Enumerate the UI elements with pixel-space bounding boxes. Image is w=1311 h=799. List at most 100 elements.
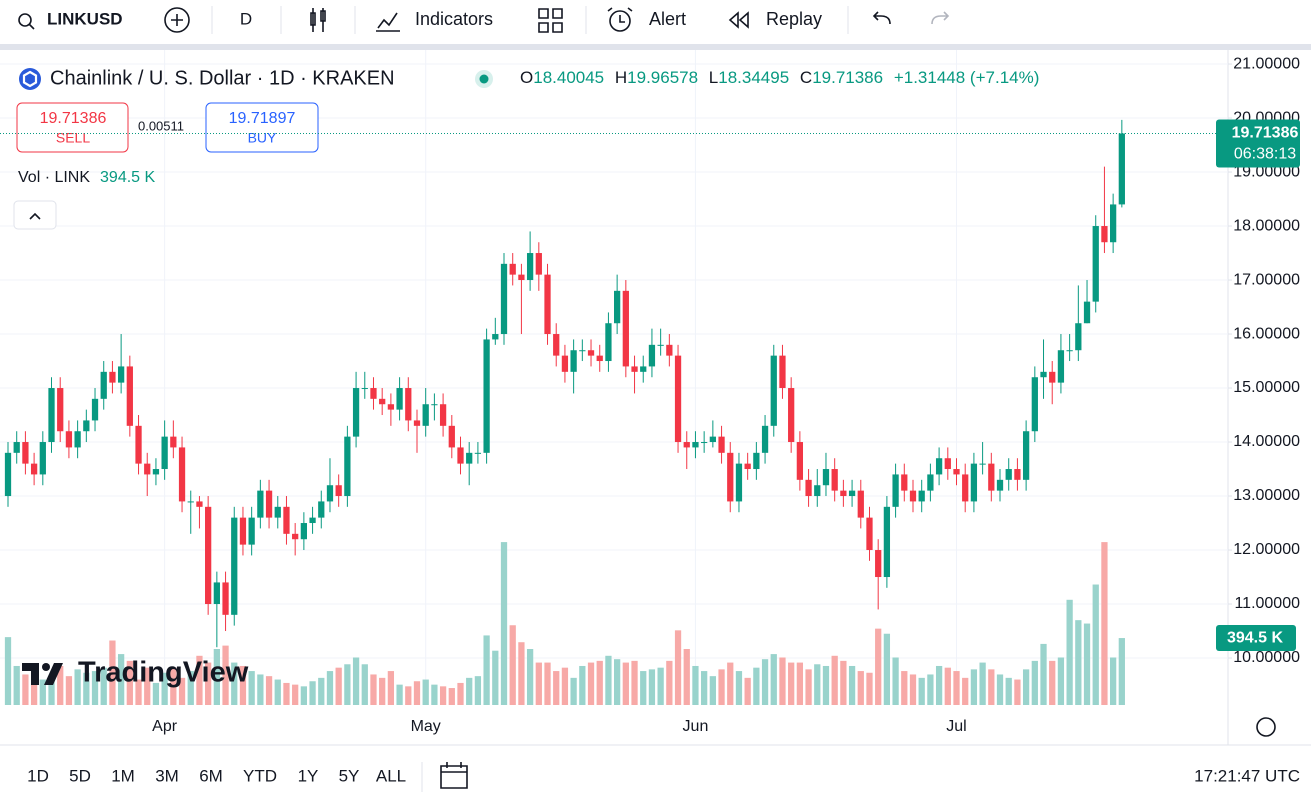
- volume-bar: [431, 684, 438, 705]
- range-button[interactable]: 1Y: [298, 766, 319, 785]
- candle-body: [779, 355, 786, 389]
- volume-tag-label: 394.5 K: [1227, 629, 1283, 646]
- date-range-button[interactable]: [440, 762, 468, 789]
- y-tick-label: 11.00000: [1234, 595, 1300, 612]
- candle-body: [909, 490, 917, 502]
- sell-button[interactable]: [16, 102, 129, 153]
- volume-bar: [109, 640, 116, 705]
- candle-body: [587, 350, 595, 356]
- range-button[interactable]: 5Y: [339, 766, 360, 785]
- candle-body: [1092, 226, 1099, 302]
- volume-bar: [439, 686, 447, 705]
- candle-body: [344, 436, 351, 497]
- volume-bar: [1083, 623, 1091, 705]
- settings-button[interactable]: [1256, 717, 1276, 737]
- volume-bar: [692, 665, 699, 705]
- chart-type-button[interactable]: [310, 8, 326, 32]
- range-button[interactable]: YTD: [243, 766, 277, 785]
- candle-body: [1066, 350, 1073, 352]
- candle-body: [683, 442, 690, 448]
- range-button[interactable]: 5D: [69, 766, 91, 785]
- candle-body: [1031, 377, 1038, 432]
- buy-button[interactable]: [205, 102, 319, 153]
- candle-body: [518, 274, 525, 281]
- search-icon[interactable]: [18, 13, 32, 27]
- logo-text: TradingView: [78, 657, 249, 689]
- legend: Chainlink / U. S. Dollar · 1D · KRAKEN O…: [13, 67, 1039, 230]
- candle-body: [988, 463, 995, 491]
- volume-bar: [518, 642, 525, 705]
- candle-body: [605, 323, 612, 362]
- alert-button[interactable]: Alert: [649, 9, 686, 29]
- indicators-button[interactable]: Indicators: [415, 9, 493, 29]
- symbol[interactable]: LINKUSD: [47, 9, 123, 28]
- volume-bar: [657, 667, 664, 705]
- volume-bar: [866, 672, 873, 705]
- candle-body: [83, 420, 90, 432]
- candle-body: [761, 425, 769, 453]
- volume-bar: [970, 669, 978, 705]
- candle-body: [500, 263, 508, 335]
- volume-bar: [666, 660, 673, 705]
- volume-bar: [683, 649, 690, 705]
- candle-body: [65, 431, 73, 448]
- candle-body: [265, 490, 273, 518]
- candle-body: [152, 469, 160, 475]
- candle-body: [744, 463, 751, 470]
- volume-bar: [857, 671, 864, 705]
- candle-body: [39, 442, 46, 475]
- candle-body: [901, 474, 908, 491]
- y-tick-label: 12.00000: [1233, 541, 1300, 558]
- volume-bar: [474, 676, 482, 705]
- candle-body: [413, 420, 421, 426]
- volume-bar: [1092, 584, 1099, 705]
- volume-bar: [1005, 677, 1012, 705]
- volume-bar: [848, 665, 856, 705]
- volume-bar: [544, 662, 551, 705]
- range-button[interactable]: 1M: [111, 766, 135, 785]
- x-tick-label: Jul: [946, 718, 966, 735]
- volume-bar: [100, 667, 107, 705]
- volume-bar: [379, 677, 386, 705]
- interval[interactable]: D: [240, 9, 252, 28]
- low-value: 18.34495: [718, 68, 789, 87]
- replay-button[interactable]: Replay: [766, 9, 822, 29]
- candle-body: [535, 253, 542, 275]
- candle-body: [431, 404, 438, 406]
- buy-price: 19.71897: [229, 110, 296, 127]
- y-tick-label: 17.00000: [1233, 271, 1300, 288]
- buy-label: BUY: [248, 130, 277, 146]
- candle-body: [379, 398, 386, 405]
- volume-bar: [352, 657, 360, 705]
- volume-bar: [570, 677, 577, 705]
- volume-bar: [466, 677, 473, 705]
- candle-body: [109, 371, 116, 383]
- range-button[interactable]: 6M: [199, 766, 223, 785]
- volume-bar: [1040, 643, 1047, 705]
- candle-body: [692, 442, 699, 448]
- bottom-toolbar: 17:21:47 UTC 1D 5D 1M 3M 6M YTD 1Y 5Y ALL: [27, 717, 1300, 792]
- volume-bar: [326, 671, 334, 705]
- compare-button[interactable]: [164, 7, 190, 33]
- range-button[interactable]: 3M: [155, 766, 179, 785]
- candle-body: [727, 452, 734, 502]
- candle-body: [126, 366, 133, 426]
- layouts-button[interactable]: [538, 8, 563, 33]
- top-toolbar: LINKUSD D Indicators Alert Replay: [18, 6, 950, 34]
- candle-body: [622, 290, 629, 367]
- volume-bar: [535, 662, 542, 705]
- range-button[interactable]: 1D: [27, 766, 49, 785]
- candle-body: [1040, 371, 1047, 378]
- volume-bar: [770, 654, 777, 705]
- candle-body: [866, 517, 873, 551]
- volume-bar: [796, 662, 804, 705]
- search-icon-handle: [28, 23, 35, 30]
- undo-button[interactable]: [872, 11, 891, 25]
- redo-button[interactable]: [931, 11, 950, 25]
- market-status-dot: [479, 74, 489, 84]
- range-button[interactable]: ALL: [376, 766, 406, 785]
- candle-body: [857, 490, 864, 518]
- volume-bar: [640, 671, 647, 705]
- candle-body: [448, 425, 455, 448]
- volume-bar: [1066, 599, 1073, 705]
